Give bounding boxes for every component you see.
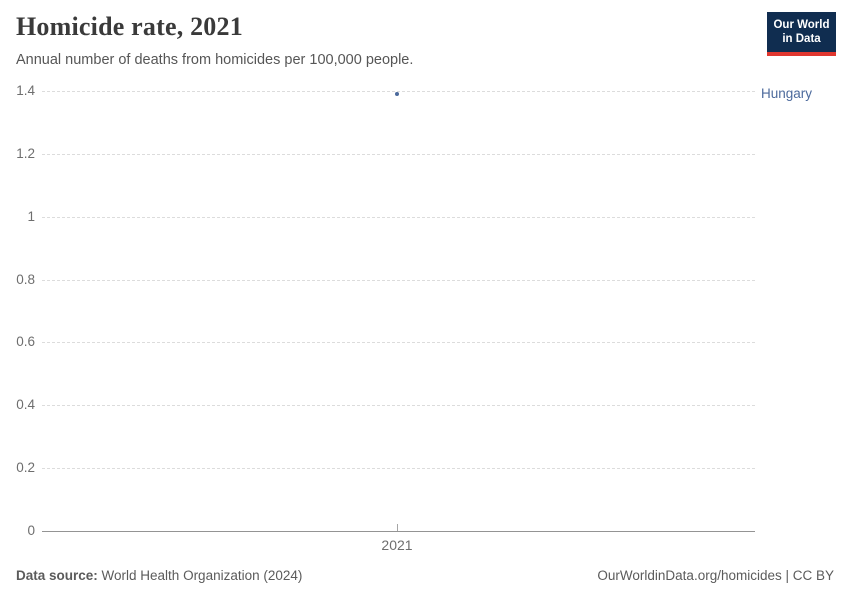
gridline (42, 405, 755, 407)
gridline (42, 216, 755, 218)
logo-line-1: Our World (773, 19, 830, 31)
y-axis-tick-label: 1.2 (16, 145, 35, 161)
x-axis-label: 2021 (381, 537, 413, 553)
page-title: Homicide rate, 2021 (16, 12, 243, 41)
y-axis-tick-label: 0.4 (16, 397, 35, 413)
owid-logo: Our World in Data (767, 12, 836, 56)
y-axis-tick-label: 1 (27, 208, 35, 224)
data-point-hungary[interactable] (395, 92, 399, 97)
gridline (42, 468, 755, 470)
gridline (42, 91, 755, 92)
y-axis-tick-label: 0 (27, 523, 35, 538)
logo-line-2: in Data (782, 33, 821, 46)
x-axis-tick (397, 524, 398, 531)
y-axis-tick-label: 0.8 (16, 271, 35, 287)
data-source-label: Data source: (16, 568, 98, 583)
series-label-hungary[interactable]: Hungary (761, 86, 813, 102)
y-axis-tick-label: 1.4 (16, 83, 35, 98)
chart-subtitle: Annual number of deaths from homicides p… (16, 52, 414, 68)
chart-footer: Data source: World Health Organization (… (16, 568, 834, 583)
data-source-note: Data source: World Health Organization (… (16, 568, 302, 583)
y-axis-tick-label: 0.2 (16, 460, 35, 476)
x-axis-line (42, 531, 755, 532)
gridline (42, 279, 755, 281)
data-source-value: World Health Organization (2024) (97, 568, 303, 583)
gridline (42, 342, 755, 344)
credit-link[interactable]: OurWorldinData.org/homicides | CC BY (597, 568, 834, 583)
y-axis-tick-label: 0.6 (16, 334, 35, 350)
gridline (42, 153, 755, 155)
